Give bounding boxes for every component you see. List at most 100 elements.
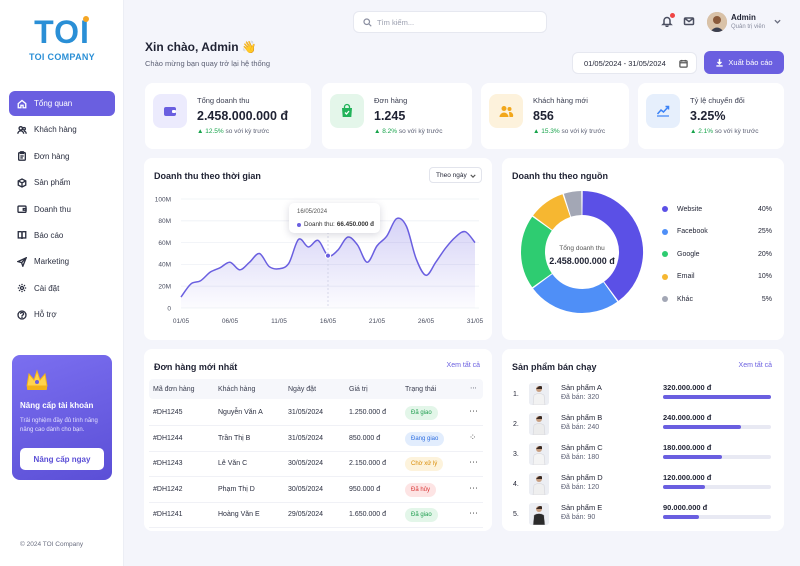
mail-icon[interactable] bbox=[683, 15, 695, 27]
table-row[interactable]: #DH1242 Phạm Thị D 30/05/2024 950.000 đ Đã h… bbox=[149, 478, 483, 503]
wallet-icon bbox=[153, 94, 187, 128]
gear-icon bbox=[17, 284, 27, 293]
users-icon bbox=[17, 125, 27, 134]
calendar-icon bbox=[679, 59, 688, 68]
sidebar-item-8[interactable]: Hỗ trợ bbox=[9, 302, 115, 327]
donut-center-value: 2.458.000.000 đ bbox=[549, 256, 615, 266]
sidebar-item-0[interactable]: Tổng quan bbox=[9, 91, 115, 116]
sidebar-item-label: Tổng quan bbox=[34, 99, 73, 108]
crown-icon bbox=[24, 367, 50, 395]
kpi-value: 1.245 bbox=[374, 109, 406, 123]
kpi-value: 3.25% bbox=[690, 109, 726, 123]
user-name[interactable]: Admin bbox=[731, 13, 756, 22]
product-image bbox=[529, 413, 549, 435]
kpi-delta: ▲ 2.1% so với kỳ trước bbox=[690, 128, 759, 135]
product-progress-fill bbox=[663, 455, 723, 459]
order-customer: Nguyễn Văn A bbox=[218, 409, 263, 416]
logo[interactable]: TOI TOI COMPANY bbox=[0, 14, 124, 62]
date-range-value: 01/05/2024 - 31/05/2024 bbox=[584, 58, 666, 68]
product-rank: 2. bbox=[513, 421, 519, 428]
chart-period-select[interactable]: Theo ngày bbox=[429, 167, 482, 183]
order-date: 30/05/2024 bbox=[288, 460, 324, 467]
table-row[interactable]: #DH1243 Lê Văn C 30/05/2024 2.150.000 đ Chờ … bbox=[149, 452, 483, 477]
upgrade-card: Nâng cấp tài khoản Trải nghiệm đầy đủ tí… bbox=[12, 355, 112, 480]
sidebar-item-5[interactable]: Báo cáo bbox=[9, 223, 115, 248]
greeting-title: Xin chào, Admin 👋 bbox=[145, 40, 257, 54]
row-menu-icon[interactable]: ⋯ bbox=[469, 482, 478, 493]
product-item[interactable]: 2. Sản phẩm B Đã bán: 240 240.000.000 đ bbox=[513, 411, 773, 441]
row-menu-icon[interactable]: ⋯ bbox=[469, 457, 478, 467]
row-menu-icon[interactable]: ⋯ bbox=[469, 406, 478, 416]
orders-table-header bbox=[149, 379, 483, 399]
legend-item: Google 20% bbox=[662, 249, 772, 259]
row-menu-icon[interactable]: ⁘ bbox=[469, 431, 477, 442]
donut-center-label: Tổng doanh thu bbox=[559, 245, 605, 252]
wallet-icon bbox=[17, 205, 27, 214]
sidebar-item-6[interactable]: Marketing bbox=[9, 249, 115, 274]
sidebar-item-2[interactable]: Đơn hàng bbox=[9, 144, 115, 169]
product-sold: Đã bán: 180 bbox=[561, 454, 600, 461]
product-revenue: 180.000.000 đ bbox=[663, 443, 712, 452]
order-date: 31/05/2024 bbox=[288, 409, 324, 416]
product-name: Sản phẩm A bbox=[561, 383, 602, 392]
export-report-button[interactable]: Xuất báo cáo bbox=[704, 51, 784, 74]
book-icon bbox=[17, 231, 27, 240]
product-name: Sản phẩm D bbox=[561, 473, 603, 482]
sidebar-item-label: Khách hàng bbox=[34, 125, 77, 135]
order-date: 30/05/2024 bbox=[288, 485, 324, 493]
product-progress-track bbox=[663, 515, 771, 519]
help-icon bbox=[17, 309, 27, 320]
status-badge: Đã hủy bbox=[405, 482, 437, 497]
date-range-picker[interactable]: 01/05/2024 - 31/05/2024 bbox=[572, 52, 697, 74]
legend-item: Facebook 25% bbox=[662, 227, 772, 237]
products-see-all-link[interactable]: Xem tất cả bbox=[738, 362, 772, 369]
table-row[interactable]: #DH1241 Hoàng Văn E 29/05/2024 1.650.000 đ Đ… bbox=[149, 503, 483, 528]
order-value: 950.000 đ bbox=[349, 485, 381, 493]
product-item[interactable]: 5. Sản phẩm E Đã bán: 90 90.000.000 đ bbox=[513, 501, 773, 531]
send-icon bbox=[17, 256, 27, 267]
product-rank: 3. bbox=[513, 451, 519, 458]
trend-icon bbox=[646, 94, 680, 128]
product-progress-track bbox=[663, 395, 771, 399]
product-rank: 4. bbox=[513, 481, 519, 488]
product-item[interactable]: 3. Sản phẩm C Đã bán: 180 180.000.000 đ bbox=[513, 441, 773, 471]
table-row[interactable]: #DH1245 Nguyễn Văn A 31/05/2024 1.250.000 đ… bbox=[149, 401, 483, 426]
column-header: Giá trị bbox=[349, 386, 368, 393]
tooltip-value: Doanh thu: 66.450.000 đ bbox=[297, 221, 374, 228]
product-progress-fill bbox=[663, 515, 699, 519]
kpi-value: 856 bbox=[533, 109, 554, 123]
notification-bell-icon[interactable] bbox=[661, 13, 675, 28]
product-item[interactable]: 1. Sản phẩm A Đã bán: 320 320.000.000 đ bbox=[513, 381, 773, 411]
product-image bbox=[529, 443, 549, 465]
product-progress-fill bbox=[663, 485, 706, 489]
more-icon[interactable]: ⋯ bbox=[470, 385, 477, 392]
search-input[interactable] bbox=[377, 17, 537, 27]
top-products-title: Sản phẩm bán chạy bbox=[512, 362, 597, 372]
orders-see-all-link[interactable]: Xem tất cả bbox=[446, 362, 480, 369]
product-image bbox=[529, 473, 549, 495]
product-progress-track bbox=[663, 485, 771, 489]
product-progress-track bbox=[663, 455, 771, 459]
product-item[interactable]: 4. Sản phẩm D Đã bán: 120 120.000.000 đ bbox=[513, 471, 773, 501]
upgrade-button[interactable]: Nâng cấp ngay bbox=[20, 448, 104, 470]
logo-mark: TOI bbox=[34, 14, 90, 50]
search-box[interactable] bbox=[353, 11, 547, 33]
table-row[interactable]: #DH1244 Trần Thị B 31/05/2024 850.000 đ Đang… bbox=[149, 427, 483, 452]
chevron-down-icon[interactable] bbox=[774, 18, 781, 25]
status-badge: Đã giao bbox=[405, 406, 438, 420]
sidebar-item-1[interactable]: Khách hàng bbox=[9, 117, 115, 142]
order-customer: Hoàng Văn E bbox=[218, 511, 260, 518]
sidebar-item-7[interactable]: Cài đặt bbox=[9, 276, 115, 301]
product-revenue: 120.000.000 đ bbox=[663, 473, 712, 482]
sidebar-item-3[interactable]: Sản phẩm bbox=[9, 170, 115, 195]
shopping-bag-icon bbox=[330, 94, 364, 128]
product-progress-track bbox=[663, 425, 771, 429]
row-menu-icon[interactable]: ⋯ bbox=[469, 508, 478, 518]
sidebar-item-4[interactable]: Doanh thu bbox=[9, 197, 115, 222]
order-customer: Phạm Thị D bbox=[218, 485, 255, 493]
notification-dot bbox=[670, 13, 675, 18]
avatar[interactable] bbox=[707, 12, 727, 32]
company-name: TOI COMPANY bbox=[29, 52, 95, 62]
product-revenue: 90.000.000 đ bbox=[663, 503, 708, 512]
users-icon bbox=[489, 94, 523, 128]
